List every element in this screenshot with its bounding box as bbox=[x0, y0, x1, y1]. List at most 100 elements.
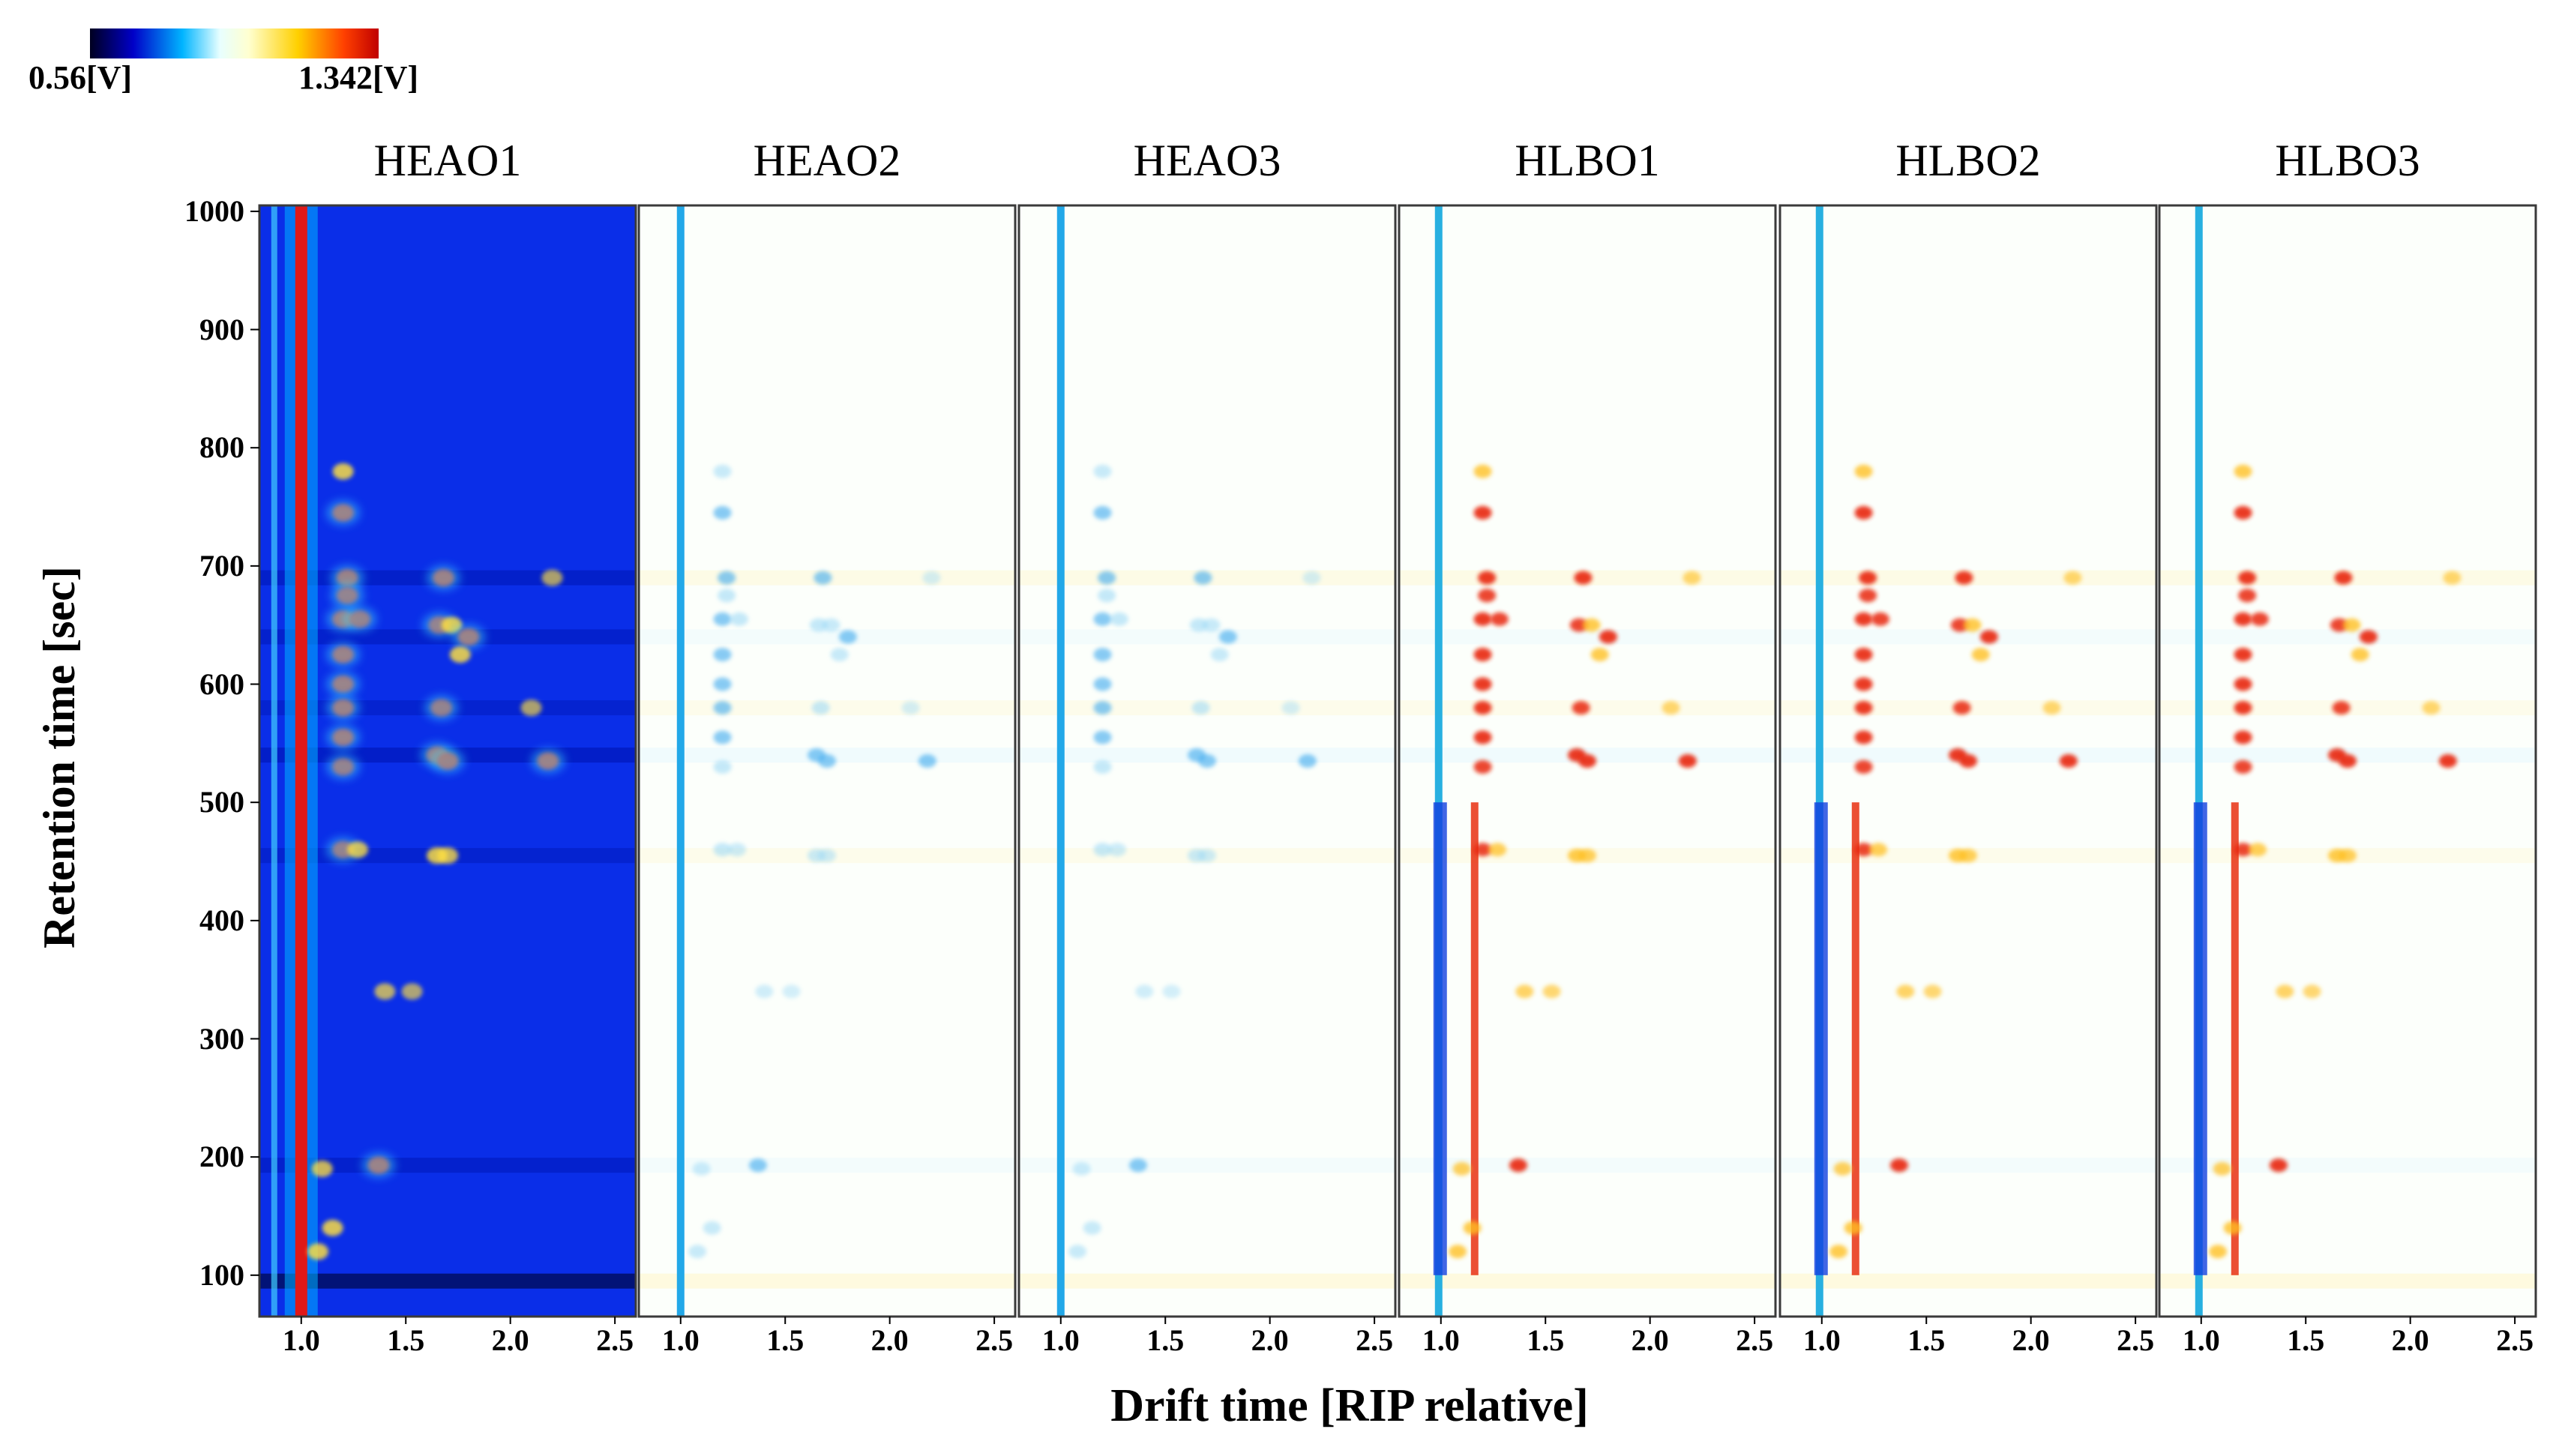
peak-marker bbox=[1896, 984, 1915, 999]
rip-tail bbox=[2193, 802, 2207, 1275]
peak-marker bbox=[1473, 759, 1492, 774]
peak-marker bbox=[322, 1219, 343, 1236]
peak-marker bbox=[1574, 571, 1593, 585]
peak-marker bbox=[1582, 618, 1601, 632]
peak-halo bbox=[326, 672, 360, 697]
rip-tail bbox=[1433, 802, 1447, 1275]
peak-marker bbox=[2332, 701, 2351, 715]
peak-marker bbox=[1952, 701, 1971, 715]
peak-marker bbox=[1590, 648, 1609, 662]
peak-marker bbox=[1068, 1245, 1087, 1259]
peak-marker bbox=[728, 843, 747, 857]
y-tick-label: 900 bbox=[199, 312, 244, 346]
panel-title-hlbo2: HLBO2 bbox=[1895, 136, 2041, 185]
peak-marker bbox=[809, 618, 828, 632]
peak-marker bbox=[2223, 1221, 2242, 1235]
peak-marker bbox=[713, 759, 732, 774]
peak-marker bbox=[2234, 730, 2252, 744]
y-tick-label: 500 bbox=[199, 785, 244, 819]
peak-marker bbox=[755, 984, 774, 999]
peak-marker bbox=[1281, 701, 1300, 715]
x-axis-title: Drift time [RIP relative] bbox=[1110, 1380, 1589, 1431]
peak-marker bbox=[1490, 612, 1509, 626]
rip-tail-red bbox=[1851, 802, 1859, 1275]
band bbox=[1019, 1158, 1395, 1173]
peak-halo bbox=[326, 696, 360, 721]
peak-marker bbox=[2249, 843, 2267, 857]
peak-marker bbox=[347, 841, 369, 858]
peak-marker bbox=[2334, 571, 2353, 585]
peak-halo bbox=[361, 1153, 395, 1178]
peak-marker bbox=[1093, 648, 1112, 662]
peak-marker bbox=[1194, 571, 1212, 585]
peak-marker bbox=[713, 648, 732, 662]
x-tick-label: 2.5 bbox=[975, 1323, 1014, 1357]
peak-marker bbox=[1473, 505, 1492, 520]
peak-marker bbox=[748, 1158, 767, 1173]
peak-marker bbox=[2234, 505, 2252, 520]
band bbox=[639, 1273, 1015, 1289]
panel-frame bbox=[1017, 204, 1397, 1318]
peak-marker bbox=[713, 612, 732, 626]
peak-marker bbox=[1108, 843, 1127, 857]
peak-halo bbox=[451, 625, 485, 649]
peak-marker bbox=[2209, 1245, 2228, 1259]
peak-marker bbox=[2250, 612, 2269, 626]
panel-heao2 bbox=[637, 204, 1017, 1324]
peak-marker bbox=[2339, 754, 2357, 768]
peak-marker bbox=[2234, 677, 2252, 691]
peak-marker bbox=[1578, 849, 1596, 863]
peak-marker bbox=[1854, 759, 1873, 774]
rip-line bbox=[1815, 205, 1823, 1317]
peak-marker bbox=[374, 983, 396, 1000]
peak-marker bbox=[1449, 1245, 1467, 1259]
peak-marker bbox=[814, 571, 832, 585]
x-tick-label: 1.5 bbox=[766, 1323, 805, 1357]
peak-marker bbox=[332, 463, 354, 480]
x-tick-label: 2.5 bbox=[596, 1323, 634, 1357]
peak-marker bbox=[713, 464, 732, 478]
peak-marker bbox=[1854, 843, 1873, 857]
x-tick-label: 2.0 bbox=[870, 1323, 909, 1357]
band bbox=[259, 629, 636, 645]
peak-marker bbox=[307, 1243, 329, 1260]
peak-marker bbox=[1959, 754, 1977, 768]
x-tick-label: 1.5 bbox=[1146, 1323, 1185, 1357]
y-tick-label: 200 bbox=[199, 1140, 244, 1174]
peak-halo bbox=[531, 749, 565, 773]
peak-marker bbox=[449, 646, 471, 664]
peak-marker bbox=[1854, 730, 1873, 744]
peak-marker bbox=[1854, 464, 1873, 478]
rip-line bbox=[676, 205, 685, 1317]
band bbox=[1780, 629, 2156, 645]
peak-marker bbox=[1854, 701, 1873, 715]
y-axis-title: Retention time [sec] bbox=[34, 566, 84, 948]
peak-marker bbox=[1488, 843, 1507, 857]
peak-marker bbox=[1515, 984, 1534, 999]
peak-marker bbox=[2042, 701, 2061, 715]
x-tick-label: 1.5 bbox=[387, 1323, 425, 1357]
peak-marker bbox=[1198, 849, 1216, 863]
panel-heao1 bbox=[258, 204, 637, 1324]
peak-marker bbox=[782, 984, 801, 999]
band bbox=[1019, 1273, 1395, 1289]
peak-marker bbox=[713, 701, 732, 715]
peak-halo bbox=[427, 565, 460, 590]
peak-marker bbox=[718, 571, 736, 585]
panel-title-hlbo1: HLBO1 bbox=[1515, 136, 1660, 185]
peak-marker bbox=[692, 1161, 711, 1176]
peak-marker bbox=[1093, 730, 1112, 744]
x-tick-label: 2.0 bbox=[2012, 1323, 2050, 1357]
panel-hlbo2 bbox=[1778, 204, 2158, 1324]
peak-marker bbox=[822, 618, 841, 632]
peak-halo bbox=[326, 754, 360, 779]
peak-marker bbox=[2342, 618, 2361, 632]
x-tick-label: 2.5 bbox=[2117, 1323, 2155, 1357]
peak-marker bbox=[2234, 843, 2252, 857]
peak-marker bbox=[1083, 1221, 1101, 1235]
peak-marker bbox=[713, 843, 732, 857]
peak-marker bbox=[830, 648, 849, 662]
peak-marker bbox=[401, 983, 423, 1000]
peak-marker bbox=[1128, 1158, 1147, 1173]
peak-marker bbox=[2234, 701, 2252, 715]
